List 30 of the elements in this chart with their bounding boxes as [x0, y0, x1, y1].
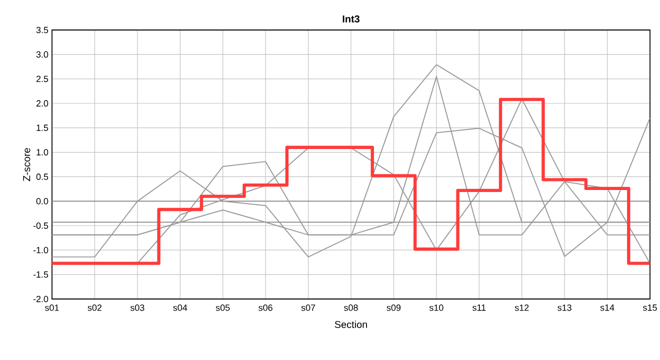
x-tick-label: s10 [429, 304, 444, 311]
y-tick-label: 3.0 [36, 51, 48, 58]
y-tick-label: 2.0 [36, 100, 48, 107]
x-tick-label: s14 [600, 304, 614, 311]
x-tick-label: s07 [301, 304, 316, 311]
y-tick-label: -0.5 [33, 222, 48, 229]
y-tick-label: 3.5 [36, 26, 48, 34]
x-tick-label: s02 [88, 304, 102, 311]
y-tick-label: 2.5 [36, 76, 48, 82]
x-tick-label: s06 [258, 304, 272, 311]
x-tick-label: s09 [386, 304, 401, 311]
x-tick-label: s12 [514, 304, 529, 311]
x-tick-label: s13 [558, 304, 572, 311]
x-tick-label: s01 [45, 304, 59, 311]
x-tick-label: s03 [130, 304, 144, 311]
x-tick-label: s08 [344, 304, 358, 311]
y-tick-label: 0.0 [36, 198, 48, 204]
x-axis-title: Section [334, 320, 367, 328]
x-tick-label: s04 [173, 304, 188, 311]
y-tick-label: -2.0 [33, 296, 48, 302]
x-tick-label: s15 [643, 304, 657, 311]
y-tick-label: 1.0 [36, 149, 48, 156]
y-tick-label: 0.5 [36, 174, 48, 180]
x-tick-label: s11 [472, 304, 486, 311]
y-tick-label: 1.5 [36, 124, 48, 131]
x-tick-label: s05 [216, 304, 230, 311]
chart-title: Int3 [342, 15, 360, 22]
y-tick-label: -1.5 [33, 271, 48, 278]
y-axis-title: Z-score [23, 148, 30, 182]
y-tick-label: -1.0 [33, 246, 48, 254]
